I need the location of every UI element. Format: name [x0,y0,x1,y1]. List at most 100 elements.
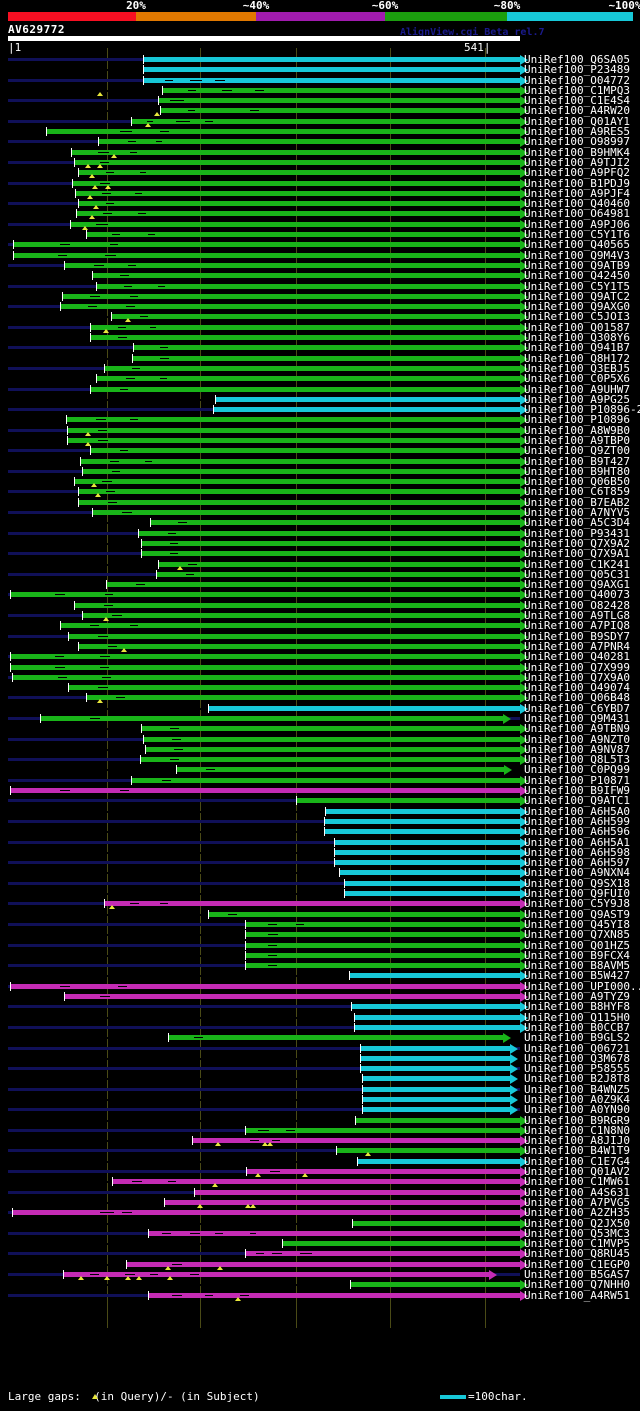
hsp-bar[interactable] [64,262,520,268]
alignment-row[interactable]: UniRef100_Q9FUI0 [0,888,640,900]
hsp-bar[interactable] [208,705,520,711]
alignment-row[interactable]: UniRef100_Q8L5T3 [0,754,640,766]
subject-label[interactable]: UniRef100_Q3EBJ5 [524,361,630,375]
subject-label[interactable]: UniRef100_A6H597 [524,856,630,870]
alignment-row[interactable]: UniRef100_A6H599 [0,816,640,827]
hsp-bar[interactable] [12,1210,520,1216]
alignment-row[interactable]: UniRef100_B1PDJ9 [0,178,640,189]
hsp-bar[interactable] [10,664,520,670]
alignment-row[interactable]: UniRef100_C5Y1T6 [0,229,640,241]
subject-label[interactable]: UniRef100_Q8RU45 [524,1247,630,1261]
alignment-row[interactable]: UniRef100_B9T427 [0,454,640,468]
alignment-row[interactable]: UniRef100_Q6SA05 [0,54,640,65]
alignment-row[interactable]: UniRef100_C1E7G4 [0,1156,640,1167]
hsp-bar[interactable] [245,963,520,969]
alignment-row[interactable]: UniRef100_P10896 [0,413,640,427]
hsp-bar[interactable] [362,1076,510,1082]
hsp-bar[interactable] [143,77,520,83]
subject-label[interactable]: UniRef100_C6YBD7 [524,701,630,715]
hsp-bar[interactable] [245,1127,520,1133]
alignment-row[interactable]: UniRef100_Q115H0 [0,1012,640,1023]
hsp-bar[interactable] [245,942,520,948]
subject-label[interactable]: UniRef100_O64981 [524,207,630,221]
alignment-row[interactable]: UniRef100_Q9M4V3 [0,250,640,261]
alignment-row[interactable]: UniRef100_B9HMK4 [0,147,640,158]
alignment-row[interactable]: UniRef100_Q01AV2 [0,1166,640,1178]
hsp-bar[interactable] [10,654,520,660]
alignment-row[interactable]: UniRef100_B9GLS2 [0,1031,640,1045]
alignment-row[interactable]: UniRef100_A5C3D4 [0,517,640,529]
hsp-bar[interactable] [362,1107,510,1113]
hsp-bar[interactable] [80,458,520,464]
subject-label[interactable]: UniRef100_B9T427 [524,454,630,468]
alignment-row[interactable]: UniRef100_Q40073 [0,589,640,601]
subject-label[interactable]: UniRef100_A8JIJ0 [524,1134,630,1148]
alignment-row[interactable]: UniRef100_B0CCB7 [0,1022,640,1033]
subject-label[interactable]: UniRef100_A4RW51 [524,1288,630,1302]
hsp-bar[interactable] [360,1066,510,1072]
hsp-bar[interactable] [74,159,520,165]
subject-label[interactable]: UniRef100_Q40281 [524,650,630,664]
hsp-bar[interactable] [10,592,520,598]
alignment-row[interactable]: UniRef100_B5W427 [0,969,640,983]
hsp-bar[interactable] [13,252,520,258]
hsp-bar[interactable] [192,1138,520,1144]
subject-label[interactable]: UniRef100_C0P5X6 [524,372,630,386]
alignment-row[interactable]: UniRef100_A0Z9K4 [0,1094,640,1105]
hsp-bar[interactable] [245,932,520,938]
alignment-row[interactable]: UniRef100_C1EGP0 [0,1259,640,1270]
subject-label[interactable]: UniRef100_P10896 [524,413,630,427]
alignment-row[interactable]: UniRef100_Q53MC3 [0,1228,640,1239]
subject-label[interactable]: UniRef100_Q01HZ5 [524,938,630,952]
alignment-row[interactable]: UniRef100_B9RGR9 [0,1115,640,1126]
subject-label[interactable]: UniRef100_A7PNR4 [524,639,630,653]
hsp-bar[interactable] [143,736,520,742]
hsp-bar[interactable] [245,921,520,927]
hsp-bar[interactable] [78,201,520,207]
alignment-row[interactable]: UniRef100_C1MW61 [0,1176,640,1188]
subject-label[interactable]: UniRef100_P10896-2 [524,403,640,417]
subject-label[interactable]: UniRef100_Q42450 [524,269,630,283]
subject-label[interactable]: UniRef100_C1K241 [524,557,630,571]
alignment-row[interactable]: UniRef100_B9HT80 [0,466,640,477]
hsp-bar[interactable] [78,170,520,176]
subject-label[interactable]: UniRef100_B9GLS2 [524,1031,630,1045]
subject-label[interactable]: UniRef100_Q3M678 [524,1051,630,1065]
subject-label[interactable]: UniRef100_B4W1T9 [524,1144,630,1158]
subject-label[interactable]: UniRef100_Q9ATB9 [524,258,630,272]
alignment-row[interactable]: UniRef100_P58555 [0,1063,640,1075]
hsp-bar[interactable] [355,1117,520,1123]
hsp-bar[interactable] [82,468,520,474]
subject-label[interactable]: UniRef100_A2ZH35 [524,1206,630,1220]
hsp-bar[interactable] [357,1158,520,1164]
subject-label[interactable]: UniRef100_A9NXN4 [524,866,630,880]
subject-label[interactable]: UniRef100_Q9AST9 [524,907,630,921]
alignment-row[interactable]: UniRef100_Q3M678 [0,1051,640,1065]
alignment-row[interactable]: UniRef100_A9NZT0 [0,734,640,745]
alignment-row[interactable]: UniRef100_B2J8T8 [0,1072,640,1086]
hsp-bar[interactable] [104,901,520,907]
subject-label[interactable]: UniRef100_B9IFW9 [524,784,630,798]
subject-label[interactable]: UniRef100_Q9M431 [524,712,630,725]
alignment-row[interactable]: UniRef100_Q9AXG1 [0,579,640,591]
subject-label[interactable]: UniRef100_Q7X9A1 [524,547,630,561]
hsp-bar[interactable] [339,870,520,876]
subject-label[interactable]: UniRef100_A9TJI2 [524,155,630,169]
alignment-row[interactable]: UniRef100_Q7X999 [0,662,640,673]
subject-label[interactable]: UniRef100_B5W427 [524,969,630,983]
hsp-bar[interactable] [145,746,520,752]
subject-label[interactable]: UniRef100_P10871 [524,773,630,787]
alignment-row[interactable]: UniRef100_B8HYF8 [0,1001,640,1013]
hsp-bar[interactable] [354,1024,520,1030]
hsp-bar[interactable] [245,952,520,958]
alignment-row[interactable]: UniRef100_A4S631 [0,1187,640,1198]
subject-label[interactable]: UniRef100_C1MVP5 [524,1237,630,1251]
alignment-row[interactable]: UniRef100_A9NXN4 [0,866,640,880]
subject-label[interactable]: UniRef100_O49074 [524,681,630,695]
alignment-row[interactable]: UniRef100_B4W1T9 [0,1144,640,1158]
hsp-bar[interactable] [282,1241,520,1247]
subject-label[interactable]: UniRef100_P23489 [524,63,630,77]
alignment-row[interactable]: UniRef100_A8W9B0 [0,425,640,436]
subject-label[interactable]: UniRef100_B2J8T8 [524,1072,630,1086]
alignment-row[interactable]: UniRef100_A6H5A0 [0,806,640,817]
